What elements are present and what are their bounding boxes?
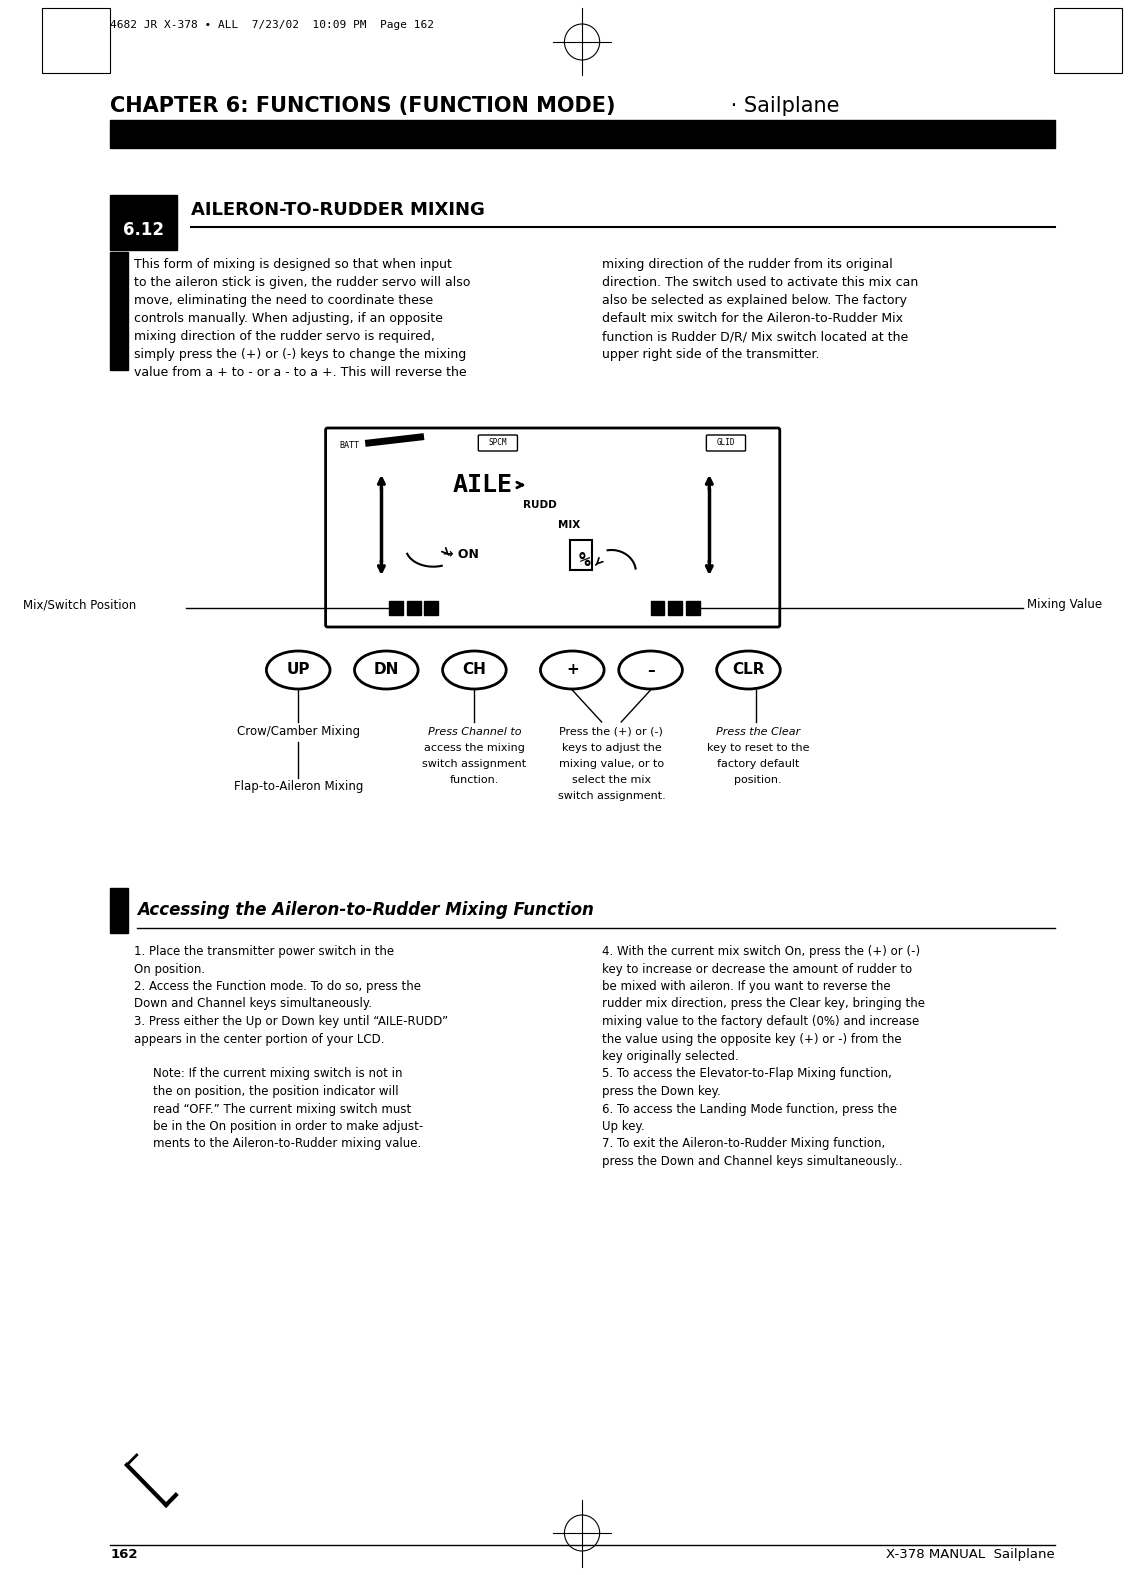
- Text: access the mixing: access the mixing: [424, 743, 524, 753]
- Text: to the aileron stick is given, the rudder servo will also: to the aileron stick is given, the rudde…: [133, 276, 470, 288]
- Text: +: +: [565, 663, 579, 677]
- Text: mixing direction of the rudder servo is required,: mixing direction of the rudder servo is …: [133, 331, 434, 343]
- Text: switch assignment.: switch assignment.: [557, 791, 666, 802]
- Text: Up key.: Up key.: [602, 1120, 644, 1132]
- Text: also be selected as explained below. The factory: also be selected as explained below. The…: [602, 295, 906, 307]
- Text: Down and Channel keys simultaneously.: Down and Channel keys simultaneously.: [133, 997, 372, 1011]
- Text: CH: CH: [463, 663, 487, 677]
- Text: simply press the (+) or (-) keys to change the mixing: simply press the (+) or (-) keys to chan…: [133, 348, 466, 361]
- Text: 7. To exit the Aileron-to-Rudder Mixing function,: 7. To exit the Aileron-to-Rudder Mixing …: [602, 1137, 885, 1150]
- Text: Mix/Switch Position: Mix/Switch Position: [24, 598, 137, 611]
- Text: 1. Place the transmitter power switch in the: 1. Place the transmitter power switch in…: [133, 945, 394, 958]
- Text: mixing value, or to: mixing value, or to: [559, 759, 663, 769]
- Text: value from a + to - or a - to a +. This will reverse the: value from a + to - or a - to a +. This …: [133, 365, 466, 380]
- Text: 6.12: 6.12: [123, 221, 164, 239]
- Text: 3. Press either the Up or Down key until “AILE-RUDD”: 3. Press either the Up or Down key until…: [133, 1014, 448, 1028]
- Text: RUDD: RUDD: [523, 499, 557, 510]
- Text: GLID: GLID: [717, 438, 735, 447]
- Text: AILERON-TO-RUDDER MIXING: AILERON-TO-RUDDER MIXING: [190, 202, 484, 219]
- Text: X-378 MANUAL  Sailplane: X-378 MANUAL Sailplane: [886, 1548, 1054, 1561]
- Bar: [111, 252, 128, 370]
- Text: · Sailplane: · Sailplane: [724, 96, 839, 117]
- Text: Note: If the current mixing switch is not in: Note: If the current mixing switch is no…: [154, 1068, 402, 1080]
- Text: 5. To access the Elevator-to-Flap Mixing function,: 5. To access the Elevator-to-Flap Mixing…: [602, 1068, 891, 1080]
- Text: key to reset to the: key to reset to the: [707, 743, 809, 753]
- Text: appears in the center portion of your LCD.: appears in the center portion of your LC…: [133, 1033, 384, 1046]
- Text: Mixing Value: Mixing Value: [1027, 598, 1102, 611]
- Text: MIX: MIX: [557, 520, 580, 531]
- Text: key to increase or decrease the amount of rudder to: key to increase or decrease the amount o…: [602, 962, 912, 975]
- Text: direction. The switch used to activate this mix can: direction. The switch used to activate t…: [602, 276, 918, 288]
- Text: function is Rudder D/R/ Mix switch located at the: function is Rudder D/R/ Mix switch locat…: [602, 331, 907, 343]
- Text: CLR: CLR: [732, 663, 765, 677]
- Text: On position.: On position.: [133, 962, 205, 975]
- Text: mixing direction of the rudder from its original: mixing direction of the rudder from its …: [602, 258, 893, 271]
- Text: Press the (+) or (-): Press the (+) or (-): [560, 728, 663, 737]
- Text: factory default: factory default: [717, 759, 799, 769]
- Text: Accessing the Aileron-to-Rudder Mixing Function: Accessing the Aileron-to-Rudder Mixing F…: [137, 901, 594, 918]
- Text: the on position, the position indicator will: the on position, the position indicator …: [154, 1085, 399, 1098]
- Text: ments to the Aileron-to-Rudder mixing value.: ments to the Aileron-to-Rudder mixing va…: [154, 1137, 422, 1150]
- Bar: [1053, 8, 1123, 72]
- Text: DN: DN: [374, 663, 399, 677]
- Text: keys to adjust the: keys to adjust the: [562, 743, 661, 753]
- Text: the value using the opposite key (+) or -) from the: the value using the opposite key (+) or …: [602, 1033, 902, 1046]
- Text: default mix switch for the Aileron-to-Rudder Mix: default mix switch for the Aileron-to-Ru…: [602, 312, 903, 324]
- Text: upper right side of the transmitter.: upper right side of the transmitter.: [602, 348, 820, 361]
- Text: select the mix: select the mix: [572, 775, 651, 784]
- Text: Press the Clear: Press the Clear: [716, 728, 800, 737]
- Text: 6. To access the Landing Mode function, press the: 6. To access the Landing Mode function, …: [602, 1102, 897, 1115]
- Text: controls manually. When adjusting, if an opposite: controls manually. When adjusting, if an…: [133, 312, 442, 324]
- Text: press the Down key.: press the Down key.: [602, 1085, 720, 1098]
- Bar: [111, 888, 128, 932]
- Text: function.: function.: [449, 775, 499, 784]
- FancyBboxPatch shape: [326, 428, 780, 627]
- Text: UP: UP: [286, 663, 310, 677]
- Text: move, eliminating the need to coordinate these: move, eliminating the need to coordinate…: [133, 295, 433, 307]
- Text: key originally selected.: key originally selected.: [602, 1051, 739, 1063]
- Text: Press Channel to: Press Channel to: [428, 728, 521, 737]
- Text: be in the On position in order to make adjust-: be in the On position in order to make a…: [154, 1120, 424, 1132]
- Text: 4. With the current mix switch On, press the (+) or (-): 4. With the current mix switch On, press…: [602, 945, 920, 958]
- Text: press the Down and Channel keys simultaneously..: press the Down and Channel keys simultan…: [602, 1154, 902, 1169]
- Text: BATT: BATT: [340, 441, 359, 450]
- Text: 4682 JR X-378 • ALL  7/23/02  10:09 PM  Page 162: 4682 JR X-378 • ALL 7/23/02 10:09 PM Pag…: [111, 20, 434, 30]
- Bar: [570, 540, 592, 570]
- Bar: [111, 120, 1054, 148]
- Text: AILE: AILE: [453, 472, 513, 498]
- Text: mixing value to the factory default (0%) and increase: mixing value to the factory default (0%)…: [602, 1014, 919, 1028]
- Text: Crow/Camber Mixing: Crow/Camber Mixing: [237, 724, 360, 739]
- Text: rudder mix direction, press the Clear key, bringing the: rudder mix direction, press the Clear ke…: [602, 997, 925, 1011]
- Text: → ON: → ON: [443, 548, 479, 561]
- Text: read “OFF.” The current mixing switch must: read “OFF.” The current mixing switch mu…: [154, 1102, 412, 1115]
- Bar: [42, 8, 111, 72]
- Text: 162: 162: [111, 1548, 138, 1561]
- Text: %: %: [578, 551, 589, 570]
- Text: Flap-to-Aileron Mixing: Flap-to-Aileron Mixing: [234, 780, 363, 792]
- Text: CHAPTER 6: FUNCTIONS (FUNCTION MODE): CHAPTER 6: FUNCTIONS (FUNCTION MODE): [111, 96, 616, 117]
- Bar: [111, 195, 177, 250]
- Text: This form of mixing is designed so that when input: This form of mixing is designed so that …: [133, 258, 451, 271]
- Text: –: –: [646, 663, 654, 677]
- Text: be mixed with aileron. If you want to reverse the: be mixed with aileron. If you want to re…: [602, 980, 890, 992]
- Text: switch assignment: switch assignment: [422, 759, 527, 769]
- Text: position.: position.: [734, 775, 782, 784]
- Text: SPCM: SPCM: [489, 438, 507, 447]
- Text: 2. Access the Function mode. To do so, press the: 2. Access the Function mode. To do so, p…: [133, 980, 421, 992]
